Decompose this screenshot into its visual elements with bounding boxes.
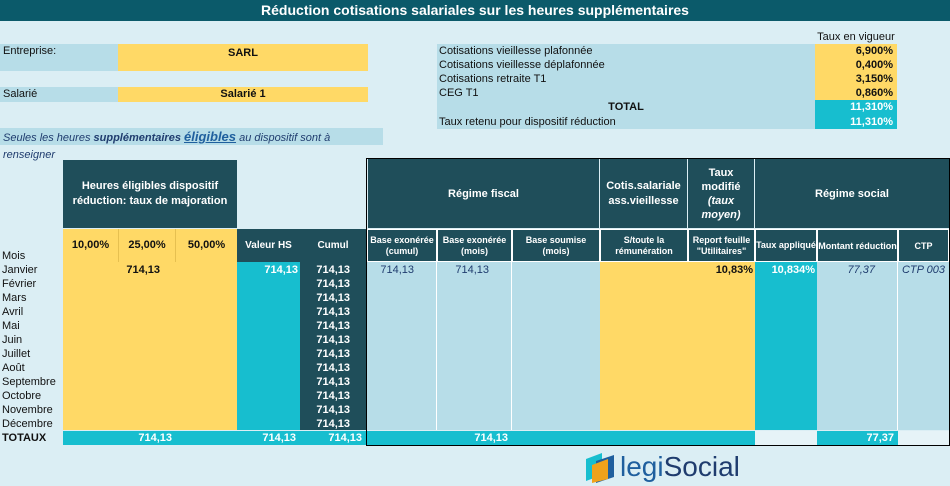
header-taux-moyen-label: (taux moyen) [701, 194, 741, 221]
rates-header: Taux en vigueur [817, 31, 895, 43]
cumul-cell: 714,13 [316, 278, 350, 290]
rate-value[interactable]: 0,860% [815, 86, 897, 100]
month-label: Janvier [2, 264, 38, 276]
cumul-cell: 714,13 [316, 376, 350, 388]
rates-total-value: 11,310% [815, 100, 897, 115]
cumul-cell: 714,13 [316, 418, 350, 430]
header-taux-modifie: Taux modifié (taux moyen) [688, 159, 754, 228]
month-label: Mai [2, 320, 20, 332]
janvier-ctp: CTP 003 [901, 264, 945, 276]
legisocial-logo-icon [586, 453, 614, 483]
regime-social-body [817, 262, 949, 430]
rate-label: Cotisations vieillesse déplafonnée [437, 58, 815, 72]
header-base-soumise: Base soumise (mois) [512, 229, 600, 262]
header-taux-applique: Taux appliqué [755, 229, 817, 262]
taux-applique-body [755, 262, 817, 430]
retained-rate-label: Taux retenu pour dispositif réduction [437, 115, 815, 129]
month-label: Août [2, 362, 25, 374]
rate-value[interactable]: 6,900% [815, 44, 897, 58]
entreprise-field[interactable]: SARL [118, 44, 368, 71]
totaux-label: TOTAUX [2, 432, 47, 444]
month-label: Mars [2, 292, 27, 304]
totaux-ctp-empty [898, 431, 949, 445]
logo-text-legi: legi [620, 451, 664, 482]
header-regime-social: Régime social [755, 159, 949, 228]
sheet-title: Réduction cotisations salariales sur les… [0, 0, 950, 21]
cumul-cell: 714,13 [316, 404, 350, 416]
header-rate-25: 25,00% [119, 229, 176, 262]
rate-label: Cotisations retraite T1 [437, 72, 815, 86]
month-label: Novembre [2, 404, 53, 416]
month-label: Juillet [2, 348, 31, 360]
totaux-heures: 714,13 [138, 432, 172, 444]
janvier-montant: 77,37 [847, 264, 875, 276]
totaux-fiscal-band [367, 431, 600, 445]
header-valeur-hs: Valeur HS [237, 229, 300, 262]
salarie-label: Salarié [0, 87, 118, 102]
cumul-cell: 714,13 [316, 390, 350, 402]
legisocial-logo: legi Social [582, 450, 782, 484]
header-montant-reduction: Montant réduction [817, 229, 898, 262]
note-text-eligibles: éligibles [184, 129, 237, 144]
rate-value[interactable]: 0,400% [815, 58, 897, 72]
regime-fiscal-body [367, 262, 600, 430]
totaux-valeur-hs: 714,13 [262, 432, 296, 444]
totaux-cotis-band [600, 431, 755, 445]
header-mois: Mois [2, 250, 26, 262]
totaux-montant: 77,37 [817, 431, 898, 445]
salarie-field[interactable]: Salarié 1 [118, 87, 368, 102]
header-cotis-salariale: Cotis.salariale ass.vieillesse [600, 159, 687, 228]
cumul-cell: 714,13 [316, 334, 350, 346]
header-heures-eligibles: Heures éligibles dispositif réduction: t… [63, 160, 237, 228]
heures-input-area[interactable] [63, 262, 237, 430]
month-label: Octobre [2, 390, 42, 402]
header-ctp: CTP [898, 229, 949, 262]
cotis-body [600, 262, 755, 430]
janvier-report: 10,83% [715, 264, 753, 276]
entreprise-label: Entreprise: [0, 44, 118, 71]
cumul-column [300, 262, 366, 430]
rates-total-label: TOTAL [437, 100, 815, 115]
header-s-toute: S/toute la rémunération [600, 229, 688, 262]
janvier-taux-applique: 10,834% [771, 264, 815, 276]
header-taux-modifie-label: Taux modifié [701, 166, 741, 193]
totaux-left-band [63, 431, 366, 445]
cumul-cell: 714,13 [316, 320, 350, 332]
janvier-base-exo-mois: 714,13 [455, 264, 489, 276]
totaux-base: 714,13 [474, 432, 508, 444]
cumul-cell: 714,13 [316, 348, 350, 360]
janvier-valeur-hs: 714,13 [264, 264, 298, 276]
cumul-cell: 714,13 [316, 306, 350, 318]
janvier-rate25-value[interactable]: 714,13 [126, 264, 160, 276]
header-report: Report feuille "Utilitaires" [688, 229, 755, 262]
rate-label: CEG T1 [437, 86, 815, 100]
header-base-exo-mois: Base exonérée (mois) [437, 229, 512, 262]
header-base-exo-cumul: Base exonérée (cumul) [367, 229, 437, 262]
janvier-base-exo-cumul: 714,13 [380, 264, 414, 276]
eligible-hours-note: Seules les heures supplémentaires éligib… [0, 128, 383, 161]
note-text-supplementaires: supplémentaires [93, 132, 181, 144]
month-label: Février [2, 278, 37, 290]
valeur-hs-column [237, 262, 300, 430]
header-regime-fiscal: Régime fiscal [368, 159, 599, 228]
month-label: Avril [2, 306, 24, 318]
month-label: Juin [2, 334, 23, 346]
totaux-cumul: 714,13 [328, 432, 362, 444]
month-label: Septembre [2, 376, 56, 388]
cumul-cell: 714,13 [316, 292, 350, 304]
rate-value[interactable]: 3,150% [815, 72, 897, 86]
note-text-post: au dispositif sont à renseigner [3, 132, 331, 161]
header-rate-10: 10,00% [63, 229, 119, 262]
note-text-pre: Seules les heures [3, 132, 91, 144]
header-cumul: Cumul [300, 229, 366, 262]
cumul-cell: 714,13 [316, 264, 350, 276]
month-label: Décembre [2, 418, 53, 430]
cumul-cell: 714,13 [316, 362, 350, 374]
header-rate-50: 50,00% [176, 229, 237, 262]
retained-rate-value: 11,310% [815, 115, 897, 129]
logo-text-social: Social [663, 451, 740, 482]
rate-label: Cotisations vieillesse plafonnée [437, 44, 815, 58]
totaux-taux-empty [755, 431, 817, 445]
